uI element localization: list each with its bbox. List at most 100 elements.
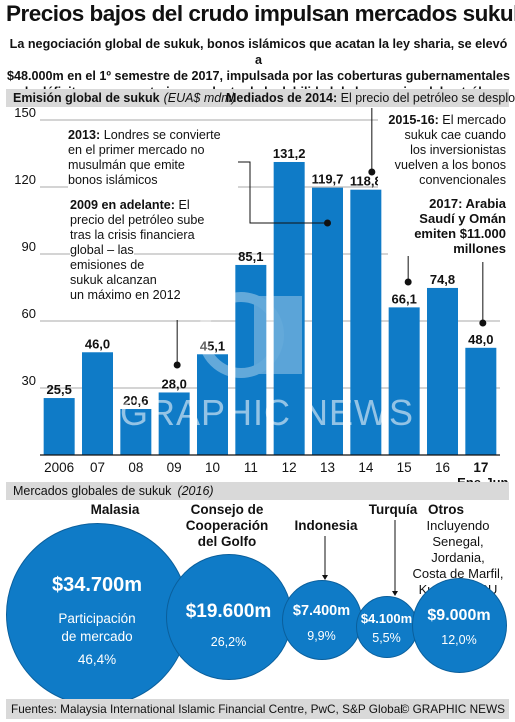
bar xyxy=(350,189,382,455)
leader-dot-2013-icon xyxy=(324,219,331,227)
bubble-share: 12,0% xyxy=(441,633,477,647)
annotation-2017: 2017: Arabia Saudí y Omán emiten $11.000… xyxy=(388,196,506,256)
bar xyxy=(388,307,420,455)
x-tick-label: 16 xyxy=(435,460,450,475)
annotation-line: convencionales xyxy=(419,173,506,187)
annotation-text: El precio del petróleo se desploma xyxy=(340,91,515,105)
leader-arrow-indonesia-icon xyxy=(322,575,328,580)
bar-value-label: 131,2 xyxy=(273,146,306,161)
leader-dot-2009-icon xyxy=(173,361,181,369)
annotation-line: en 2012 xyxy=(135,288,181,303)
annotation-head: 2013: xyxy=(68,128,101,142)
bar-value-label: 45,1 xyxy=(200,338,225,353)
footer-band xyxy=(6,699,509,719)
graphic-news-logo-watermark xyxy=(196,290,316,380)
bar xyxy=(427,287,458,455)
annotation-line: musulmán que emite xyxy=(68,158,185,172)
bubble-share: 5,5% xyxy=(372,631,401,645)
bar xyxy=(273,161,305,455)
share-label-line: Participación xyxy=(58,611,136,626)
annotation-line: sukuk cae cuando xyxy=(404,128,506,142)
x-tick-label: 10 xyxy=(205,460,220,475)
annotation-line: vuelven a los bonos xyxy=(394,158,506,172)
annotation-line: 2013: Londres se convierte xyxy=(68,128,238,143)
bar-value-label: 46,0 xyxy=(85,336,110,351)
bubble-value: $4.100m xyxy=(360,611,413,626)
annotation-line: bonos islámicos xyxy=(68,173,158,187)
x-tick-label: 12 xyxy=(282,460,297,475)
chart-title-text: Emisión global de sukuk xyxy=(13,91,160,105)
annotation-line-text: El mercado xyxy=(442,113,506,127)
annotation-line: 2015-16: El mercado xyxy=(378,113,506,128)
annotation-line-text: El xyxy=(178,198,190,212)
source-text: Fuentes: Malaysia International Islamic … xyxy=(11,702,403,716)
bar xyxy=(158,392,190,455)
y-tick-label: 60 xyxy=(22,306,36,321)
annotation-head: 2009 en adelante: xyxy=(70,198,175,212)
annotation-head: Mediados de 2014: xyxy=(226,91,338,105)
bar xyxy=(197,354,228,455)
y-tick-label: 150 xyxy=(14,105,36,120)
x-tick-label: 09 xyxy=(167,460,182,475)
market-label-line: Consejo de xyxy=(190,502,264,517)
annotation-line: los inversionistas xyxy=(410,143,506,157)
bar xyxy=(235,264,267,455)
bubble-gcc: $19.600m 26,2% xyxy=(166,554,292,680)
annotation-line: Saudí y Omán xyxy=(419,211,506,226)
bar-value-label: 25,5 xyxy=(47,382,72,397)
watermark-text: GRAPHIC NEWS xyxy=(120,392,415,433)
y-tick-label: 120 xyxy=(14,172,36,187)
bubble-share: 46,4% xyxy=(77,652,117,667)
market-note-line: Incluyendo xyxy=(426,518,490,533)
markets-title-text: Mercados globales de sukuk xyxy=(13,484,172,498)
x-tick-label: 07 xyxy=(90,460,105,475)
credit-text: © GRAPHIC NEWS xyxy=(400,702,505,716)
x-tick-label: 2006 xyxy=(44,460,74,475)
annotation-mid-2014: Mediados de 2014: El precio del petróleo… xyxy=(226,91,515,105)
market-label-otros: Otros xyxy=(427,502,464,517)
y-tick-label: 30 xyxy=(22,373,36,388)
annotation-line: millones xyxy=(453,241,506,256)
markets-year: (2016) xyxy=(177,484,214,498)
annotation-line: sukuk alcanzan xyxy=(70,273,157,288)
x-tick-label: 11 xyxy=(244,460,258,475)
bar xyxy=(465,347,497,455)
bubble-value: $34.700m xyxy=(51,574,143,596)
bar-value-label: 48,0 xyxy=(468,332,493,347)
annotation-2013: 2013: Londres se convierte en el primer … xyxy=(68,128,238,188)
annotation-line: un máximo xyxy=(70,288,132,303)
bar-value-label: 20,6 xyxy=(123,393,148,408)
market-label-malasia: Malasia xyxy=(90,502,140,517)
annotation-line: 2009 en adelante: El xyxy=(70,198,190,213)
bubble-value: $9.000m xyxy=(427,607,491,624)
market-label-line: del Golfo xyxy=(197,534,257,549)
bubble-share: 26,2% xyxy=(210,635,247,649)
annotation-line: precio del petróleo sube xyxy=(70,213,205,228)
bar xyxy=(43,398,75,455)
y-tick-label: 90 xyxy=(22,239,36,254)
markets-title: Mercados globales de sukuk (2016) xyxy=(13,484,214,498)
annotation-2015-16: 2015-16: El mercado sukuk cae cuando los… xyxy=(378,113,506,188)
page-subtitle: La negociación global de sukuk, bonos is… xyxy=(6,36,511,100)
leader-dot-2014-icon xyxy=(368,168,376,176)
leader-dot-2015-icon xyxy=(404,278,412,286)
bar-value-label: 66,1 xyxy=(392,291,417,306)
x-tick-label: 17 xyxy=(473,460,488,475)
share-label-line: de mercado xyxy=(61,629,133,644)
market-label-gcc: Consejo de Cooperación del Golfo xyxy=(172,502,282,550)
bubble-turquia: $4.100m 5,5% xyxy=(356,596,418,658)
annotation-line: global – las xyxy=(70,243,134,258)
bar-value-label: 119,7 xyxy=(312,172,344,187)
bubble-share: 9,9% xyxy=(307,629,336,643)
subtitle-line: $48.000m en el 1º semestre de 2017, impu… xyxy=(7,69,510,83)
bubble-indonesia: $7.400m 9,9% xyxy=(282,580,362,660)
leader-dot-2017-icon xyxy=(479,319,487,327)
leader-arrow-turquia-icon xyxy=(392,591,398,596)
annotation-line-text: Londres se convierte xyxy=(103,128,221,142)
bubble-malasia: $34.700m Participación de mercado 46,4% xyxy=(6,523,189,706)
chart-unit: (EUA$ mdm) xyxy=(163,91,236,105)
annotation-line: 2017: Arabia xyxy=(429,196,506,211)
bubble-value: $7.400m xyxy=(292,603,351,619)
